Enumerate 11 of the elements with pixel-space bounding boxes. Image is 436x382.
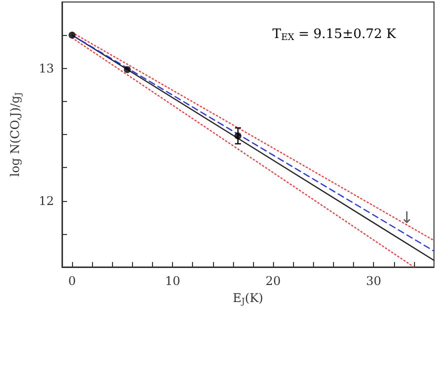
x-tick-label: 0 [68,274,76,288]
y-tick-label: 12 [38,194,54,208]
point [234,132,242,140]
point [124,66,131,74]
x-tick-label: 30 [366,274,382,288]
x-tick-label: 20 [265,274,281,288]
y-tick-label: 13 [38,61,54,76]
point [68,32,76,39]
annotation: ↓ [400,208,414,227]
x-tick-label: 10 [164,274,180,288]
y-axis-title: log N(CO,J)/gJ [8,92,23,177]
